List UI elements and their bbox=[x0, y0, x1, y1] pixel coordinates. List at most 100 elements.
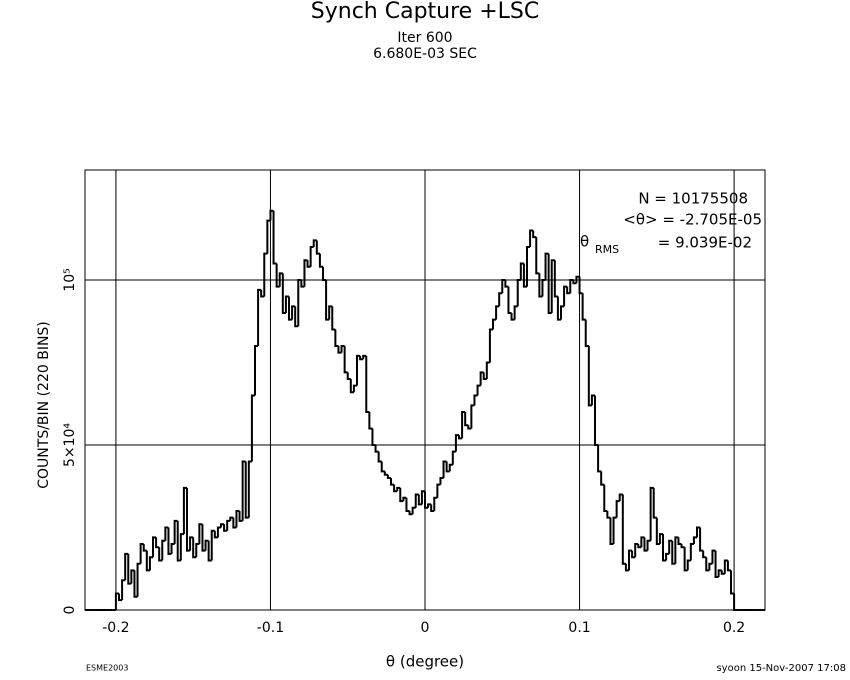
histogram-bin bbox=[454, 434, 459, 452]
histogram-bin bbox=[624, 563, 629, 572]
histogram-bin bbox=[550, 259, 555, 313]
histogram-bin bbox=[665, 552, 670, 561]
histogram-bin bbox=[655, 517, 660, 545]
histogram-bin bbox=[393, 484, 398, 493]
histogram-bin bbox=[343, 345, 348, 374]
histogram-bin bbox=[529, 229, 534, 247]
histogram-bin bbox=[368, 412, 373, 430]
histogram-bin bbox=[420, 490, 425, 505]
histogram-bin bbox=[356, 354, 361, 386]
y-tick-label: 0 bbox=[62, 606, 78, 615]
histogram-bin bbox=[257, 288, 262, 346]
histogram-bin bbox=[566, 286, 571, 295]
histogram-bin bbox=[176, 520, 181, 562]
histogram-bin bbox=[519, 262, 524, 280]
histogram-bin bbox=[220, 523, 225, 528]
histogram-bin bbox=[677, 537, 682, 545]
histogram-bin bbox=[213, 530, 218, 539]
y-tick-label: 5×10⁴ bbox=[62, 423, 78, 467]
histogram-bin bbox=[689, 543, 694, 561]
histogram-bin bbox=[244, 461, 249, 519]
histogram-bin bbox=[674, 536, 679, 564]
histogram-bin bbox=[216, 526, 221, 538]
histogram-bin bbox=[118, 593, 123, 602]
histogram-bin bbox=[458, 435, 463, 440]
histogram-bin bbox=[303, 259, 308, 287]
histogram-bin bbox=[192, 537, 197, 559]
histogram-bin bbox=[272, 210, 277, 265]
histogram-bin bbox=[467, 425, 472, 430]
x-tick-label: -0.2 bbox=[102, 620, 129, 636]
histogram-bin bbox=[365, 355, 370, 413]
histogram-bin bbox=[615, 500, 620, 518]
histogram-bin bbox=[399, 487, 404, 503]
histogram-bin bbox=[649, 486, 654, 541]
histogram-bin bbox=[507, 286, 512, 314]
histogram-bin bbox=[229, 516, 234, 521]
histogram-bin bbox=[170, 543, 175, 554]
histogram-bin bbox=[683, 547, 688, 572]
histogram-bin bbox=[139, 543, 144, 564]
histogram-bin bbox=[148, 556, 153, 571]
histogram-bin bbox=[300, 279, 305, 288]
histogram-bin bbox=[473, 394, 478, 406]
histogram-bin bbox=[513, 305, 518, 320]
x-axis-label: θ (degree) bbox=[386, 653, 464, 671]
histogram-bin bbox=[427, 503, 432, 508]
histogram-bin bbox=[179, 533, 184, 561]
histogram-bin bbox=[334, 329, 339, 347]
histogram-bin bbox=[281, 273, 286, 314]
histogram-bin bbox=[155, 537, 160, 549]
histogram-bin bbox=[275, 263, 280, 288]
histogram-bin bbox=[606, 511, 611, 519]
stat-text: N = 10175508 bbox=[638, 190, 748, 208]
x-tick-label: 0.2 bbox=[723, 620, 745, 636]
y-axis-label: COUNTS/BIN (220 BINS) bbox=[36, 321, 52, 489]
chart-subtitle: 6.680E-03 SEC bbox=[373, 46, 477, 62]
histogram-bin bbox=[556, 296, 561, 321]
stat-text: <θ> = -2.705E-05 bbox=[623, 211, 762, 229]
histogram-bin bbox=[720, 570, 725, 575]
histogram-bin bbox=[260, 289, 265, 298]
histogram-bin bbox=[238, 511, 243, 522]
histogram-bin bbox=[479, 371, 484, 386]
histogram-bin bbox=[318, 253, 323, 268]
histogram-bin bbox=[612, 516, 617, 544]
histogram-bin bbox=[322, 266, 327, 281]
y-tick-label: 10⁵ bbox=[62, 268, 78, 291]
histogram-bin bbox=[640, 536, 645, 548]
histogram-bin bbox=[584, 319, 589, 347]
histogram-bin bbox=[733, 593, 738, 611]
histogram-bin bbox=[186, 487, 191, 552]
histogram-bin bbox=[223, 524, 228, 532]
histogram-bin bbox=[699, 527, 704, 552]
histogram-bin bbox=[294, 306, 299, 328]
histogram-bin bbox=[643, 537, 648, 552]
histogram-bin bbox=[278, 272, 283, 287]
histogram-bin bbox=[603, 484, 608, 512]
histogram-bin bbox=[346, 372, 351, 380]
histogram-bin bbox=[161, 539, 166, 561]
histogram-bin bbox=[594, 395, 599, 446]
histogram-bin bbox=[405, 497, 410, 512]
histogram-bin bbox=[386, 474, 391, 479]
histogram-bin bbox=[226, 519, 231, 531]
histogram-bin bbox=[609, 517, 614, 545]
histogram-bin bbox=[631, 550, 636, 559]
histogram-bin bbox=[383, 471, 388, 476]
footer-left: ESME2003 bbox=[86, 664, 128, 673]
histogram-bin bbox=[424, 491, 429, 509]
histogram-bin bbox=[250, 394, 255, 462]
histogram-bin bbox=[359, 355, 364, 361]
histogram-bin bbox=[380, 461, 385, 473]
histogram-bin bbox=[581, 293, 586, 321]
histogram-bin bbox=[198, 523, 203, 544]
histogram-bin bbox=[204, 539, 209, 551]
histogram-bin bbox=[352, 384, 357, 393]
histogram-bin bbox=[726, 560, 731, 572]
histogram-bin bbox=[402, 496, 407, 502]
histogram-bin bbox=[526, 245, 531, 287]
rms-symbol: θ bbox=[580, 233, 589, 251]
histogram-bin bbox=[291, 305, 296, 320]
